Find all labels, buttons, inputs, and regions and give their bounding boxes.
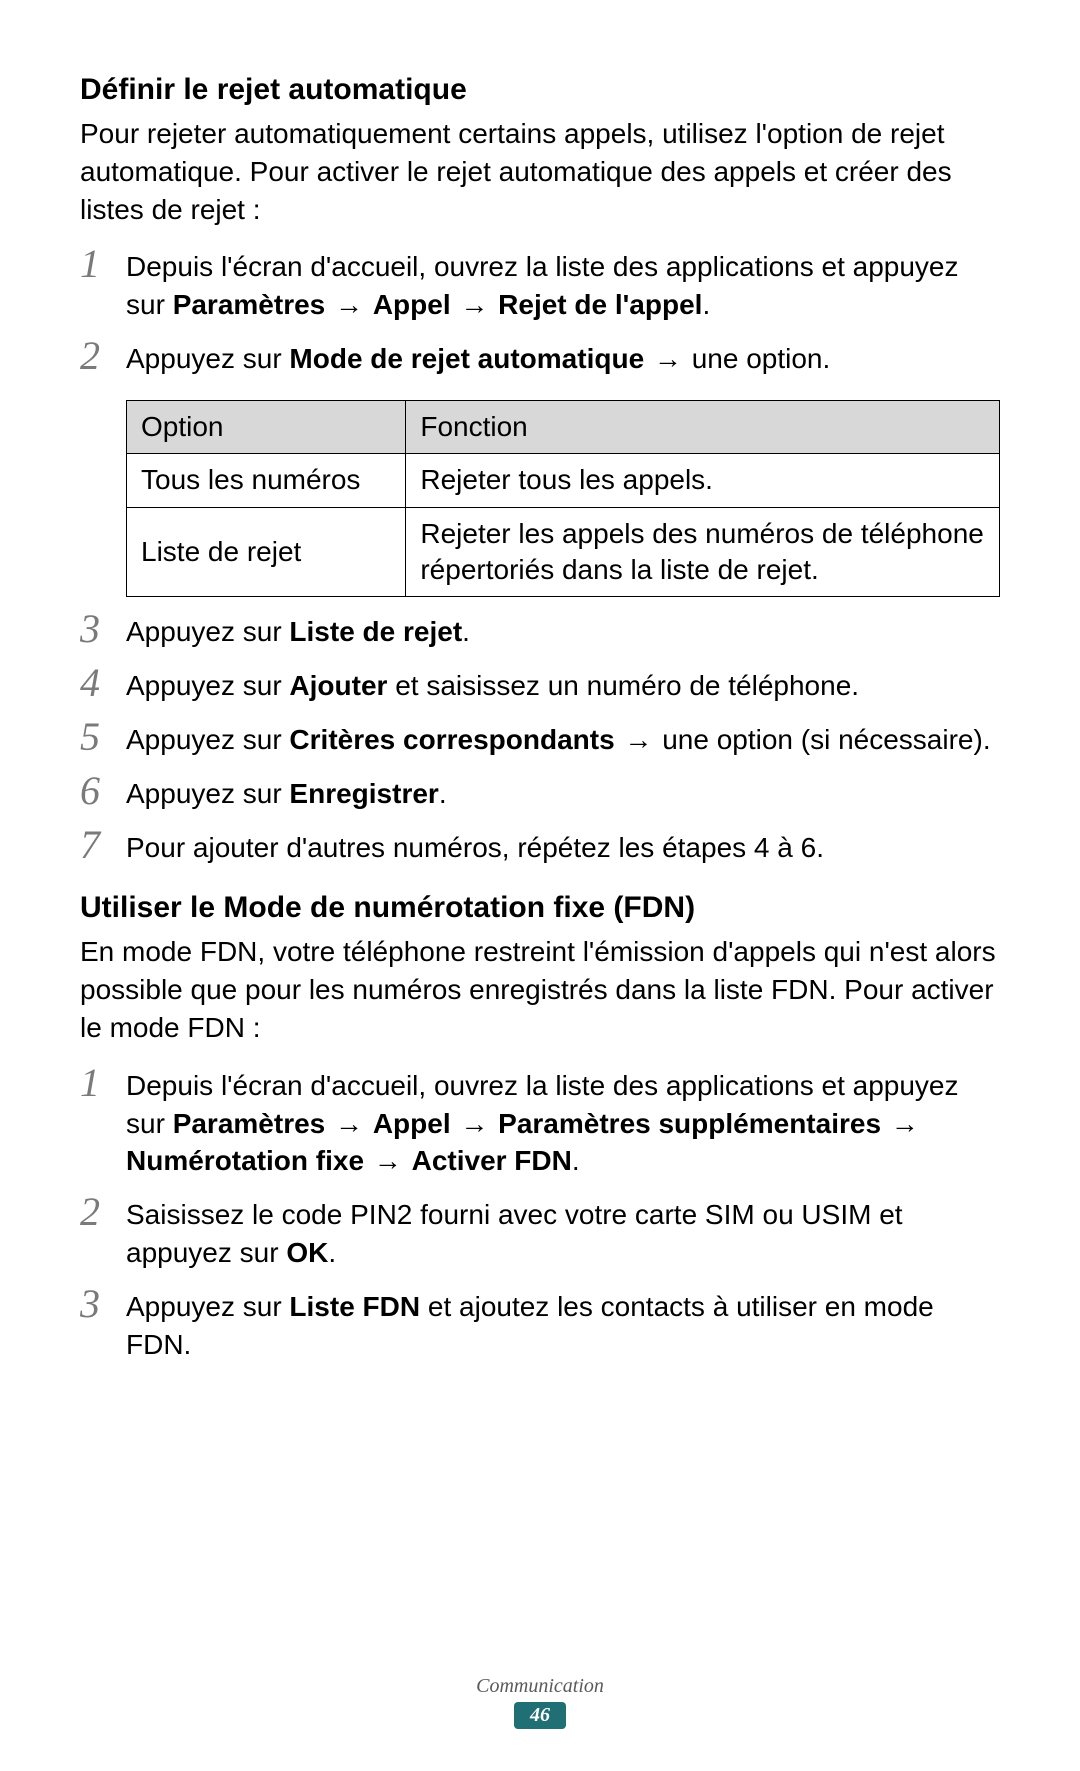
section1-steps: 1 Depuis l'écran d'accueil, ouvrez la li… — [80, 248, 1000, 377]
bold: Ajouter — [289, 670, 387, 701]
step-body: Appuyez sur Mode de rejet automatique → … — [126, 340, 1000, 378]
arrow-icon: → — [615, 724, 663, 755]
table-cell: Rejeter les appels des numéros de téléph… — [406, 507, 1000, 597]
page-number-badge: 46 — [514, 1702, 566, 1729]
section2-intro: En mode FDN, votre téléphone restreint l… — [80, 933, 1000, 1046]
step-2: 2 Appuyez sur Mode de rejet automatique … — [80, 340, 1000, 378]
bold: Appel — [373, 1108, 451, 1139]
footer-section-label: Communication — [0, 1675, 1080, 1698]
step-3: 3 Appuyez sur Liste de rejet. — [80, 613, 1000, 651]
section1-heading: Définir le rejet automatique — [80, 70, 1000, 109]
table-cell: Tous les numéros — [127, 454, 406, 507]
step-body: Saisissez le code PIN2 fourni avec votre… — [126, 1196, 1000, 1272]
arrow-icon: → — [644, 343, 692, 374]
text: Appuyez sur — [126, 778, 289, 809]
bold: Paramètres — [173, 1108, 326, 1139]
text: . — [328, 1237, 336, 1268]
bold: OK — [286, 1237, 328, 1268]
step-1: 1 Depuis l'écran d'accueil, ouvrez la li… — [80, 1067, 1000, 1180]
page-footer: Communication 46 — [0, 1675, 1080, 1729]
step-body: Appuyez sur Critères correspondants → un… — [126, 721, 1000, 759]
text: une option (si nécessaire). — [662, 724, 990, 755]
step-body: Appuyez sur Liste FDN et ajoutez les con… — [126, 1288, 1000, 1364]
table-row: Tous les numéros Rejeter tous les appels… — [127, 454, 1000, 507]
step-number: 6 — [80, 771, 126, 811]
text: et saisissez un numéro de téléphone. — [387, 670, 859, 701]
step-number: 4 — [80, 663, 126, 703]
step-number: 7 — [80, 825, 126, 865]
text: Appuyez sur — [126, 1291, 289, 1322]
text: une option. — [692, 343, 831, 374]
bold: Liste de rejet — [289, 616, 462, 647]
arrow-icon: → — [325, 289, 373, 320]
step-body: Appuyez sur Ajouter et saisissez un numé… — [126, 667, 1000, 705]
section1-steps-cont: 3 Appuyez sur Liste de rejet. 4 Appuyez … — [80, 613, 1000, 866]
table-cell: Liste de rejet — [127, 507, 406, 597]
step-6: 6 Appuyez sur Enregistrer. — [80, 775, 1000, 813]
table-row: Liste de rejet Rejeter les appels des nu… — [127, 507, 1000, 597]
step-2: 2 Saisissez le code PIN2 fourni avec vot… — [80, 1196, 1000, 1272]
step-body: Pour ajouter d'autres numéros, répétez l… — [126, 829, 1000, 867]
step-body: Depuis l'écran d'accueil, ouvrez la list… — [126, 1067, 1000, 1180]
table-cell: Rejeter tous les appels. — [406, 454, 1000, 507]
table-header-option: Option — [127, 400, 406, 453]
text: . — [702, 289, 710, 320]
bold: Enregistrer — [289, 778, 438, 809]
step-number: 3 — [80, 609, 126, 649]
step-3: 3 Appuyez sur Liste FDN et ajoutez les c… — [80, 1288, 1000, 1364]
step-number: 1 — [80, 1063, 126, 1103]
step-7: 7 Pour ajouter d'autres numéros, répétez… — [80, 829, 1000, 867]
bold: Paramètres — [173, 289, 326, 320]
section2-heading: Utiliser le Mode de numérotation fixe (F… — [80, 888, 1000, 927]
bold: Critères correspondants — [289, 724, 614, 755]
arrow-icon: → — [364, 1145, 412, 1176]
step-number: 5 — [80, 717, 126, 757]
step-number: 3 — [80, 1284, 126, 1324]
step-number: 2 — [80, 336, 126, 376]
bold: Rejet de l'appel — [498, 289, 702, 320]
step-4: 4 Appuyez sur Ajouter et saisissez un nu… — [80, 667, 1000, 705]
bold: Paramètres supplémentaires — [498, 1108, 881, 1139]
step-5: 5 Appuyez sur Critères correspondants → … — [80, 721, 1000, 759]
arrow-icon: → — [881, 1108, 921, 1139]
step-number: 1 — [80, 244, 126, 284]
bold: Activer FDN — [412, 1145, 572, 1176]
text: Appuyez sur — [126, 343, 289, 374]
arrow-icon: → — [325, 1108, 373, 1139]
arrow-icon: → — [451, 1108, 499, 1139]
text: Appuyez sur — [126, 670, 289, 701]
step-1: 1 Depuis l'écran d'accueil, ouvrez la li… — [80, 248, 1000, 324]
step-body: Depuis l'écran d'accueil, ouvrez la list… — [126, 248, 1000, 324]
text: . — [462, 616, 470, 647]
section2-steps: 1 Depuis l'écran d'accueil, ouvrez la li… — [80, 1067, 1000, 1364]
section1-intro: Pour rejeter automatiquement certains ap… — [80, 115, 1000, 228]
bold: Mode de rejet automatique — [289, 343, 644, 374]
step-body: Appuyez sur Enregistrer. — [126, 775, 1000, 813]
bold: Numérotation fixe — [126, 1145, 364, 1176]
step-body: Appuyez sur Liste de rejet. — [126, 613, 1000, 651]
text: Appuyez sur — [126, 724, 289, 755]
text: . — [439, 778, 447, 809]
text: Appuyez sur — [126, 616, 289, 647]
table-header-function: Fonction — [406, 400, 1000, 453]
text: . — [572, 1145, 580, 1176]
arrow-icon: → — [451, 289, 499, 320]
bold: Liste FDN — [289, 1291, 420, 1322]
step-number: 2 — [80, 1192, 126, 1232]
table-header-row: Option Fonction — [127, 400, 1000, 453]
bold: Appel — [373, 289, 451, 320]
text: Saisissez le code PIN2 fourni avec votre… — [126, 1199, 903, 1268]
page: Définir le rejet automatique Pour rejete… — [0, 0, 1080, 1771]
option-table: Option Fonction Tous les numéros Rejeter… — [126, 400, 1000, 598]
option-table-wrap: Option Fonction Tous les numéros Rejeter… — [126, 400, 1000, 598]
